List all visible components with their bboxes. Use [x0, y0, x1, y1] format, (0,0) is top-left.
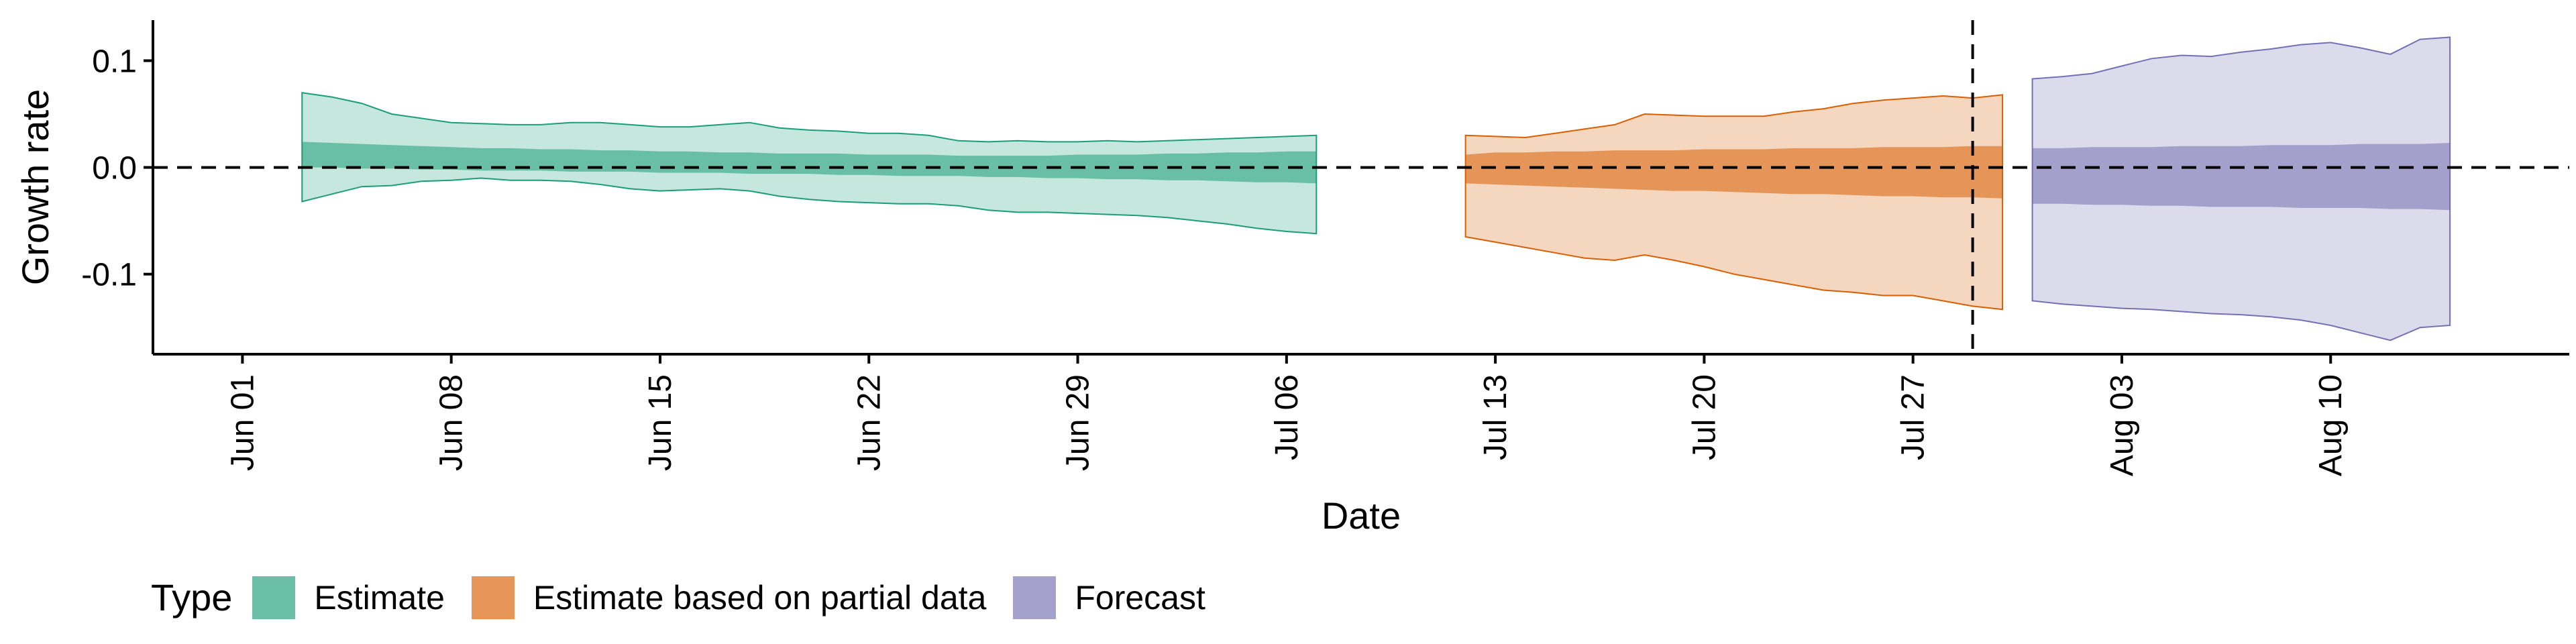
x-tick-label: Aug 10 — [2313, 374, 2349, 476]
legend-item-partial: Estimate based on partial data — [471, 576, 987, 619]
x-tick-label: Jun 01 — [225, 374, 260, 471]
x-axis-title: Date — [1322, 494, 1401, 537]
legend-swatch-partial — [471, 576, 515, 619]
legend: Type Estimate Estimate based on partial … — [151, 576, 1232, 619]
x-tick-label: Jun 08 — [434, 374, 470, 471]
x-tick-label: Jul 20 — [1686, 374, 1722, 460]
legend-item-forecast: Forecast — [1013, 576, 1205, 619]
y-tick-label: 0.1 — [92, 44, 137, 79]
legend-swatch-forecast — [1013, 576, 1057, 619]
band-outer-estimate-based-on-partial-data — [1464, 94, 2004, 311]
x-tick-label: Jun 29 — [1061, 374, 1096, 471]
legend-label-partial: Estimate based on partial data — [533, 578, 987, 616]
y-axis-ticks: -0.1 0.0 0.1 — [81, 44, 153, 293]
legend-label-estimate: Estimate — [314, 578, 445, 616]
band-inner-forecast — [2032, 143, 2451, 211]
x-tick-label: Jul 27 — [1896, 374, 1931, 460]
x-tick-label: Jul 06 — [1269, 374, 1305, 460]
legend-title: Type — [151, 576, 233, 619]
band-inner-estimate-based-on-partial-data — [1465, 146, 2003, 199]
band-inner-estimate — [302, 142, 1317, 184]
legend-swatch-estimate — [252, 576, 296, 619]
x-tick-label: Jul 13 — [1478, 374, 1513, 460]
bands-layer — [301, 36, 2451, 341]
legend-item-estimate: Estimate — [252, 576, 445, 619]
x-tick-label: Jun 22 — [851, 374, 887, 471]
x-axis-ticks: Jun 01 Jun 08 Jun 15 Jun 22 Jun 29 Jul 06 Jul … — [225, 354, 2349, 476]
x-tick-label: Aug 03 — [2104, 374, 2140, 476]
y-axis-title: Growth rate — [14, 89, 56, 286]
y-tick-label: -0.1 — [81, 258, 137, 293]
y-tick-label: 0.0 — [92, 151, 137, 186]
x-tick-label: Jun 15 — [643, 374, 678, 471]
legend-label-forecast: Forecast — [1075, 578, 1205, 616]
